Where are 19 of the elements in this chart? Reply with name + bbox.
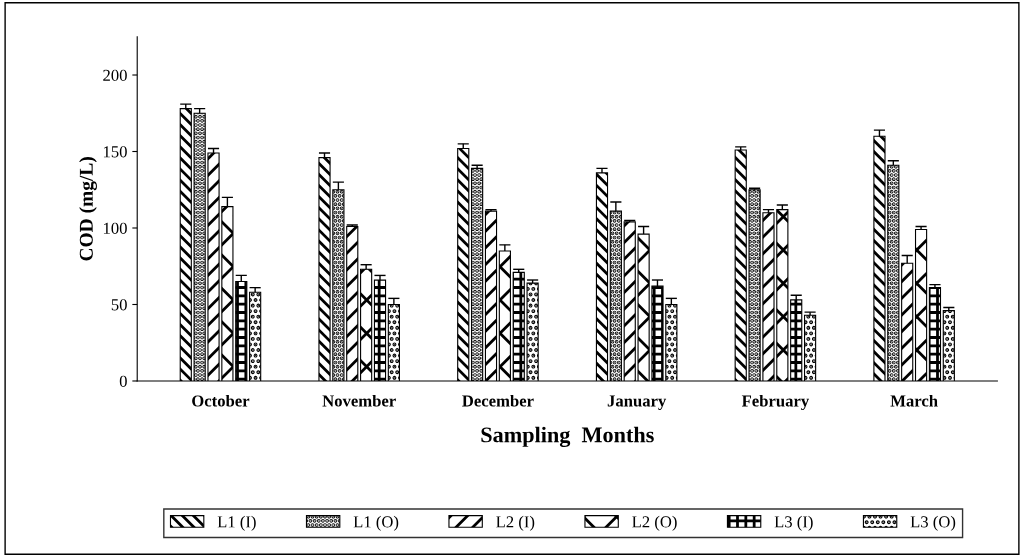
- y-axis-title: COD (mg/L): [79, 157, 97, 261]
- legend-label: L2 (O): [632, 515, 677, 531]
- y-tick-label: 50: [111, 299, 127, 311]
- y-tick-label: 150: [103, 146, 127, 158]
- x-tick-label: December: [462, 394, 534, 407]
- x-tick-label: February: [741, 394, 810, 411]
- y-tick-label: 200: [103, 69, 127, 81]
- x-tick-label: October: [192, 394, 250, 407]
- y-tick-label: 100: [103, 222, 127, 234]
- legend-label: L3 (I): [774, 515, 813, 531]
- legend-label: L3 (O): [910, 515, 956, 531]
- x-tick-label: March: [890, 394, 938, 407]
- x-axis-title: Sampling Months: [481, 426, 654, 448]
- legend-label: L1 (I): [217, 515, 256, 531]
- y-tick-label: 0: [119, 375, 127, 387]
- legend-label: L1 (O): [353, 515, 399, 531]
- x-tick-label: January: [607, 395, 667, 410]
- legend-label: L2 (I): [496, 515, 535, 531]
- x-tick-label: November: [322, 394, 396, 407]
